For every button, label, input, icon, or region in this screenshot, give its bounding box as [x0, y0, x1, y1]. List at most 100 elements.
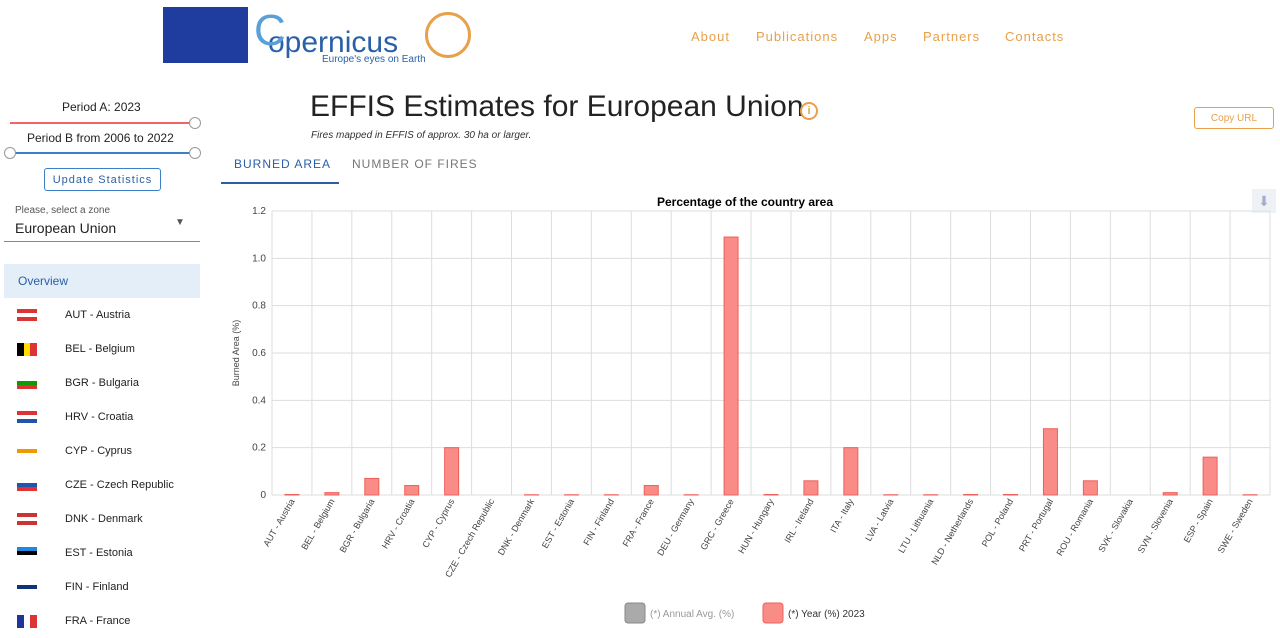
tab[interactable]: BURNED AREA	[234, 157, 331, 171]
zone-item[interactable]: CZE - Czech Republic	[4, 468, 200, 502]
zone-label: CZE - Czech Republic	[65, 479, 174, 491]
x-tick-label: SWE - Sweden	[1216, 497, 1255, 555]
legend-swatch	[625, 603, 645, 623]
nav-link[interactable]: Contacts	[1005, 29, 1064, 44]
slider-handle[interactable]	[189, 117, 201, 129]
x-tick-label: FIN - Finland	[581, 497, 616, 547]
slider-a[interactable]	[10, 122, 195, 124]
slider-handle[interactable]	[189, 147, 201, 159]
flag	[17, 581, 37, 594]
copy-url[interactable]: Copy URL	[1194, 107, 1274, 129]
nav-link[interactable]: Partners	[923, 29, 980, 44]
zone-hint: Please, select a zone	[15, 205, 110, 216]
zone-item[interactable]: BEL - Belgium	[4, 332, 200, 366]
zone-item[interactable]: FRA - France	[4, 604, 200, 638]
bar	[1083, 481, 1097, 495]
legend-swatch	[763, 603, 783, 623]
x-tick-label: IRL - Ireland	[782, 497, 815, 545]
zone-item[interactable]: HRV - Croatia	[4, 400, 200, 434]
subtitle: Fires mapped in EFFIS of approx. 30 ha o…	[311, 130, 531, 141]
y-tick-label: 0.2	[252, 443, 266, 454]
flag	[17, 445, 37, 458]
zone-label: HRV - Croatia	[65, 411, 133, 423]
update-button[interactable]: Update Statistics	[44, 168, 161, 191]
tab[interactable]: NUMBER OF FIRES	[352, 157, 478, 171]
zone-label: FRA - France	[65, 615, 130, 627]
period-b: Period B from 2006 to 2022	[27, 131, 174, 145]
nav-link[interactable]: Apps	[864, 29, 898, 44]
divider	[4, 241, 200, 242]
logo-icon	[425, 12, 471, 58]
tab-indicator	[221, 182, 339, 184]
y-tick-label: 0.8	[252, 301, 266, 312]
slider-b[interactable]	[10, 152, 195, 154]
bar	[724, 237, 738, 495]
y-tick-label: 1.0	[252, 253, 266, 264]
x-tick-label: POL - Poland	[980, 497, 1016, 549]
zone-item[interactable]: AUT - Austria	[4, 298, 200, 332]
bar	[844, 448, 858, 495]
info-icon[interactable]: i	[800, 102, 818, 120]
x-tick-label: ROU - Romania	[1054, 497, 1095, 557]
flag	[17, 411, 37, 424]
x-tick-label: EST - Estonia	[540, 497, 576, 550]
y-tick-label: 0.4	[252, 395, 266, 406]
x-tick-label: LTU - Lithuania	[896, 497, 935, 555]
x-tick-label: ESP - Spain	[1182, 497, 1215, 544]
bar	[405, 486, 419, 495]
zone-label: FIN - Finland	[65, 581, 129, 593]
x-tick-label: SVN - Slovenia	[1136, 497, 1175, 555]
legend-label: (*) Annual Avg. (%)	[650, 609, 734, 620]
y-tick-label: 0.6	[252, 348, 266, 359]
bar	[644, 486, 658, 495]
y-tick-label: 1.2	[252, 206, 266, 217]
zone-select[interactable]: European Union	[15, 220, 116, 236]
zone-item[interactable]: DNK - Denmark	[4, 502, 200, 536]
bar	[325, 493, 339, 495]
flag	[17, 309, 37, 322]
zone-label: BGR - Bulgaria	[65, 377, 139, 389]
x-tick-label: NLD - Netherlands	[929, 497, 975, 567]
overview[interactable]: Overview	[4, 264, 200, 298]
nav-link[interactable]: Publications	[756, 29, 838, 44]
bar	[365, 478, 379, 495]
x-tick-label: AUT - Austria	[261, 497, 296, 548]
zone-label: BEL - Belgium	[65, 343, 135, 355]
x-tick-label: DEU - Germany	[655, 497, 696, 558]
x-tick-label: SVK - Slovakia	[1096, 497, 1135, 554]
x-tick-label: ITA - Italy	[828, 497, 856, 535]
x-tick-label: PRT - Portugal	[1017, 497, 1055, 553]
flag	[17, 615, 37, 628]
dropdown-arrow: ▼	[175, 217, 185, 228]
zone-label: AUT - Austria	[65, 309, 130, 321]
nav-link[interactable]: About	[691, 29, 730, 44]
flag	[17, 513, 37, 526]
x-tick-label: HRV - Croatia	[380, 497, 417, 550]
x-tick-label: DNK - Denmark	[496, 497, 537, 557]
zone-item[interactable]: BGR - Bulgaria	[4, 366, 200, 400]
bar	[1163, 493, 1177, 495]
zone-item[interactable]: EST - Estonia	[4, 536, 200, 570]
chart-title: Percentage of the country area	[657, 195, 833, 209]
bar	[1203, 457, 1217, 495]
bar	[804, 481, 818, 495]
period-a: Period A: 2023	[62, 100, 141, 114]
x-tick-label: HUN - Hungary	[736, 497, 776, 556]
y-axis-label: Burned Area (%)	[231, 320, 241, 387]
slider-handle[interactable]	[4, 147, 16, 159]
x-tick-label: BGR - Bulgaria	[338, 497, 377, 554]
legend-label: (*) Year (%) 2023	[788, 609, 865, 620]
bar	[1043, 429, 1057, 495]
flag	[17, 547, 37, 560]
flag	[17, 343, 37, 356]
zone-item[interactable]: FIN - Finland	[4, 570, 200, 604]
zone-item[interactable]: CYP - Cyprus	[4, 434, 200, 468]
zone-label: CYP - Cyprus	[65, 445, 132, 457]
x-tick-label: CYP - Cyprus	[420, 497, 456, 550]
zone-label: EST - Estonia	[65, 547, 133, 559]
zone-label: DNK - Denmark	[65, 513, 143, 525]
chart: Percentage of the country area Burned Ar…	[222, 190, 1280, 630]
x-tick-label: BEL - Belgium	[299, 497, 336, 552]
y-tick-label: 0	[260, 490, 266, 501]
